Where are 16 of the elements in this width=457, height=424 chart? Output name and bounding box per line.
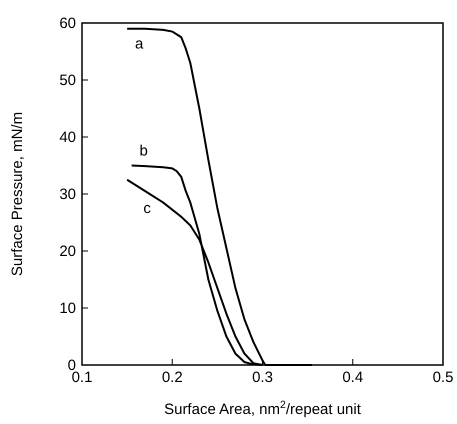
series-label: b: [139, 142, 148, 160]
x-axis-title: Surface Area, nm$^{2}$/repeat unit: [164, 399, 362, 418]
series-label: a: [134, 36, 144, 53]
y-tick-label: 40: [59, 129, 76, 146]
y-tick-label: 20: [59, 243, 76, 260]
y-tick-label: 30: [59, 186, 76, 203]
x-tick-label: 0.5: [432, 369, 454, 386]
x-tick-label: 0.3: [252, 369, 273, 386]
x-tick-label: 0.4: [342, 369, 364, 386]
y-axis-title: Surface Pressure, mN/m: [9, 112, 26, 276]
x-tick-label: 0.2: [162, 369, 183, 386]
y-tick-label: 60: [59, 15, 76, 32]
x-tick-label: 0.1: [72, 369, 92, 386]
series-label: c: [143, 200, 152, 217]
y-tick-label: 10: [59, 300, 76, 317]
y-tick-label: 50: [59, 72, 76, 89]
